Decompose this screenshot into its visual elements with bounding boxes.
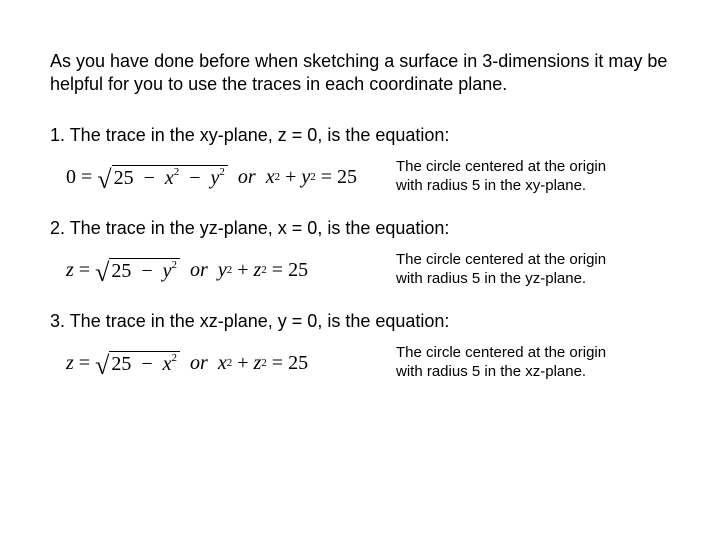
rad-const: 25 <box>114 167 134 189</box>
trace-heading: 2. The trace in the yz-plane, x = 0, is … <box>50 218 670 239</box>
alt-b-exp: 2 <box>310 171 316 183</box>
or-separator: or <box>190 259 208 282</box>
minus-sign: − <box>136 353 157 375</box>
alt-a-exp: 2 <box>227 357 233 369</box>
alt-a-exp: 2 <box>227 264 233 276</box>
trace-item-2: 2. The trace in the yz-plane, x = 0, is … <box>50 218 670 293</box>
eq-lhs: 0 <box>66 166 76 189</box>
rad-term1-exp: 2 <box>172 259 178 271</box>
rad-const: 25 <box>111 353 131 375</box>
sqrt-icon: √ 25 − y2 <box>95 258 180 284</box>
plus-sign: + <box>232 352 253 375</box>
radical-sign: √ <box>95 353 109 379</box>
rad-term1-exp: 2 <box>174 166 180 178</box>
minus-sign: − <box>136 260 157 282</box>
alt-b-var: y <box>301 166 310 189</box>
trace-heading: 3. The trace in the xz-plane, y = 0, is … <box>50 311 670 332</box>
trace-row: z = √ 25 − y2 or y2 + z2 = 25 The cir <box>50 249 670 293</box>
radicand: 25 − y2 <box>109 258 180 284</box>
equals-sign: = <box>316 166 337 189</box>
equals-sign: = <box>76 166 97 189</box>
rad-term1-var: y <box>163 260 172 282</box>
trace-description: The circle centered at the origin with r… <box>396 156 616 196</box>
trace-row: z = √ 25 − x2 or x2 + z2 = 25 The cir <box>50 342 670 386</box>
radical-sign: √ <box>95 260 109 286</box>
alt-b-var: z <box>254 352 262 375</box>
alt-rhs: 25 <box>288 259 308 282</box>
alt-rhs: 25 <box>288 352 308 375</box>
alt-a-var: y <box>218 259 227 282</box>
eq-lhs: z <box>66 352 74 375</box>
equals-sign: = <box>74 352 95 375</box>
trace-equation: 0 = √ 25 − x2 − y2 or x2 + y2 = <box>66 156 366 200</box>
plus-sign: + <box>280 166 301 189</box>
alt-a-exp: 2 <box>275 171 281 183</box>
alt-b-exp: 2 <box>261 357 267 369</box>
alt-b-var: z <box>254 259 262 282</box>
trace-description: The circle centered at the origin with r… <box>396 249 616 289</box>
equals-sign: = <box>267 352 288 375</box>
minus-sign: − <box>184 167 205 189</box>
trace-row: 0 = √ 25 − x2 − y2 or x2 + y2 = <box>50 156 670 200</box>
minus-sign: − <box>139 167 160 189</box>
radicand: 25 − x2 − y2 <box>112 165 228 191</box>
eq-lhs: z <box>66 259 74 282</box>
alt-a-var: x <box>218 352 227 375</box>
rad-term1-var: x <box>163 353 172 375</box>
radical-sign: √ <box>97 167 111 193</box>
or-separator: or <box>238 166 256 189</box>
sqrt-icon: √ 25 − x2 − y2 <box>97 165 228 191</box>
intro-paragraph: As you have done before when sketching a… <box>50 50 670 97</box>
alt-rhs: 25 <box>337 166 357 189</box>
or-separator: or <box>190 352 208 375</box>
plus-sign: + <box>232 259 253 282</box>
sqrt-icon: √ 25 − x2 <box>95 351 180 377</box>
equals-sign: = <box>267 259 288 282</box>
trace-description: The circle centered at the origin with r… <box>396 342 616 382</box>
rad-term1-var: x <box>165 167 174 189</box>
rad-term1-exp: 2 <box>172 352 178 364</box>
trace-equation: z = √ 25 − x2 or x2 + z2 = 25 <box>66 342 366 386</box>
alt-a-var: x <box>266 166 275 189</box>
trace-item-3: 3. The trace in the xz-plane, y = 0, is … <box>50 311 670 386</box>
trace-item-1: 1. The trace in the xy-plane, z = 0, is … <box>50 125 670 200</box>
page: As you have done before when sketching a… <box>0 0 720 540</box>
alt-b-exp: 2 <box>261 264 267 276</box>
rad-term2-exp: 2 <box>219 166 225 178</box>
rad-const: 25 <box>111 260 131 282</box>
radicand: 25 − x2 <box>109 351 180 377</box>
trace-heading: 1. The trace in the xy-plane, z = 0, is … <box>50 125 670 146</box>
equals-sign: = <box>74 259 95 282</box>
trace-equation: z = √ 25 − y2 or y2 + z2 = 25 <box>66 249 366 293</box>
